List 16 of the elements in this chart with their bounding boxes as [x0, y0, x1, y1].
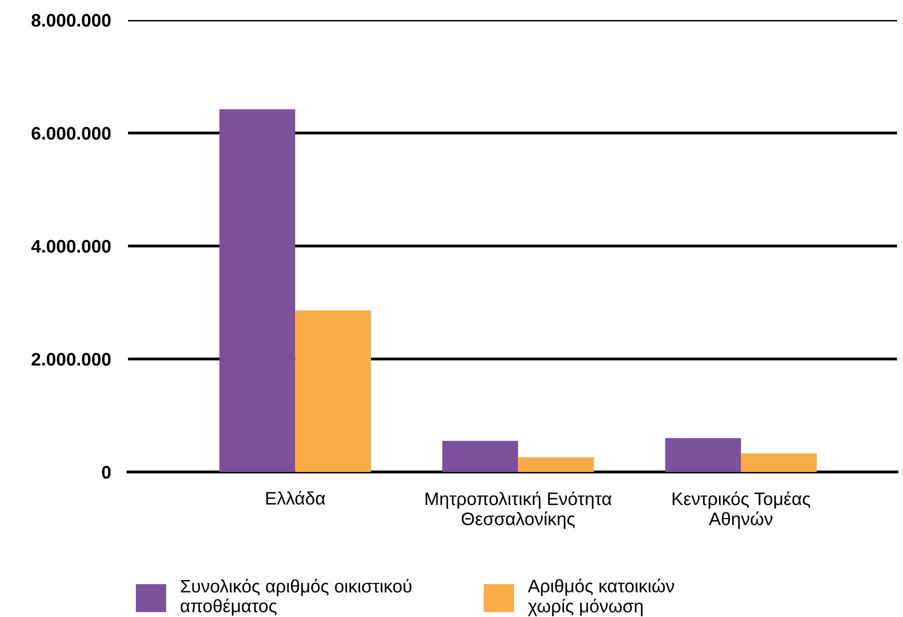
x-tick-label: Μητροπολιτική Ενότητα Θεσσαλονίκης: [426, 491, 612, 529]
bar: [295, 310, 371, 472]
y-tick-label: 2.000.000: [32, 352, 111, 366]
y-tick-label: 8.000.000: [32, 14, 111, 27]
bar: [518, 457, 594, 472]
bar: [219, 109, 296, 472]
y-tick-label: 0: [102, 466, 111, 479]
bar: [740, 453, 817, 472]
legend-label: Αριθμός κατοικιών χωρίς μόνωση: [528, 578, 674, 616]
x-tick-label: Ελλάδα: [266, 490, 326, 505]
y-tick-label: 4.000.000: [31, 240, 111, 253]
legend-label: Συνολικός αριθμός οικιστικού αποθέματος: [180, 578, 412, 616]
bar: [442, 440, 518, 472]
x-tick-label: Κεντρικός Τομέας Αθηνών: [672, 491, 810, 529]
bar: [665, 438, 741, 472]
y-tick-label: 6.000.000: [32, 126, 111, 140]
